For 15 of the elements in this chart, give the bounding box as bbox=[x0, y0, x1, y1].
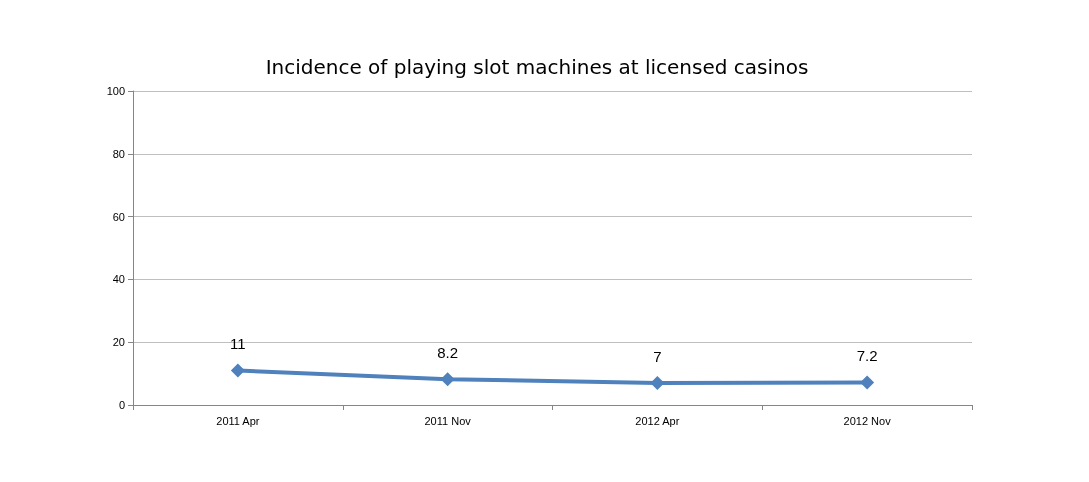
data-label: 7 bbox=[653, 348, 662, 366]
data-label: 11 bbox=[230, 335, 246, 353]
y-tick-label: 60 bbox=[112, 210, 125, 223]
x-tick-label: 2011 Apr bbox=[216, 414, 260, 427]
x-tick-label: 2011 Nov bbox=[424, 414, 472, 427]
y-tick-label: 0 bbox=[118, 399, 125, 411]
chart-title: Incidence of playing slot machines at licensed casinos bbox=[265, 55, 809, 79]
x-tick-label: 2012 Nov bbox=[843, 414, 892, 427]
x-tick-label: 2012 Apr bbox=[635, 414, 680, 427]
data-label: 8.2 bbox=[437, 344, 459, 362]
y-tick-label: 80 bbox=[112, 147, 125, 160]
y-tick-label: 20 bbox=[112, 336, 125, 349]
y-tick-label: 100 bbox=[106, 85, 125, 97]
data-label: 7.2 bbox=[856, 347, 878, 365]
y-tick-label: 40 bbox=[112, 273, 125, 286]
